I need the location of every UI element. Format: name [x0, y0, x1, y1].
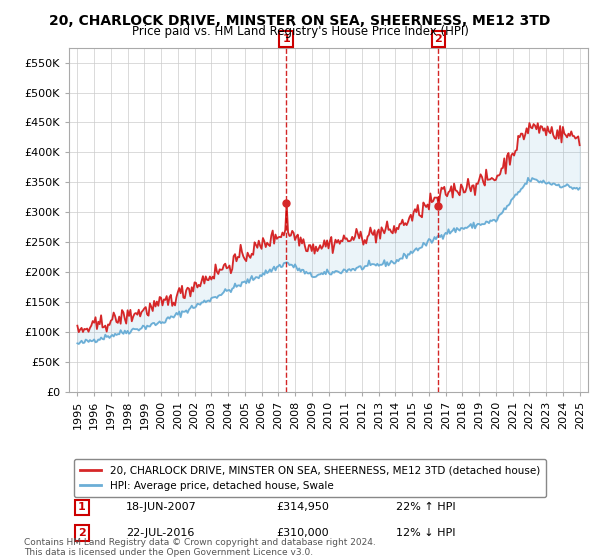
Text: £314,950: £314,950	[277, 502, 329, 512]
Text: 2: 2	[434, 34, 442, 44]
Text: 22-JUL-2016: 22-JUL-2016	[126, 528, 194, 538]
Text: Contains HM Land Registry data © Crown copyright and database right 2024.
This d: Contains HM Land Registry data © Crown c…	[24, 538, 376, 557]
Text: £310,000: £310,000	[277, 528, 329, 538]
Legend: 20, CHARLOCK DRIVE, MINSTER ON SEA, SHEERNESS, ME12 3TD (detached house), HPI: A: 20, CHARLOCK DRIVE, MINSTER ON SEA, SHEE…	[74, 459, 546, 497]
Text: 22% ↑ HPI: 22% ↑ HPI	[396, 502, 455, 512]
Text: 2: 2	[78, 528, 86, 538]
Text: 20, CHARLOCK DRIVE, MINSTER ON SEA, SHEERNESS, ME12 3TD: 20, CHARLOCK DRIVE, MINSTER ON SEA, SHEE…	[49, 14, 551, 28]
Text: Price paid vs. HM Land Registry's House Price Index (HPI): Price paid vs. HM Land Registry's House …	[131, 25, 469, 38]
Text: 1: 1	[78, 502, 86, 512]
Text: 12% ↓ HPI: 12% ↓ HPI	[396, 528, 455, 538]
Text: 1: 1	[282, 34, 290, 44]
Text: 18-JUN-2007: 18-JUN-2007	[126, 502, 197, 512]
